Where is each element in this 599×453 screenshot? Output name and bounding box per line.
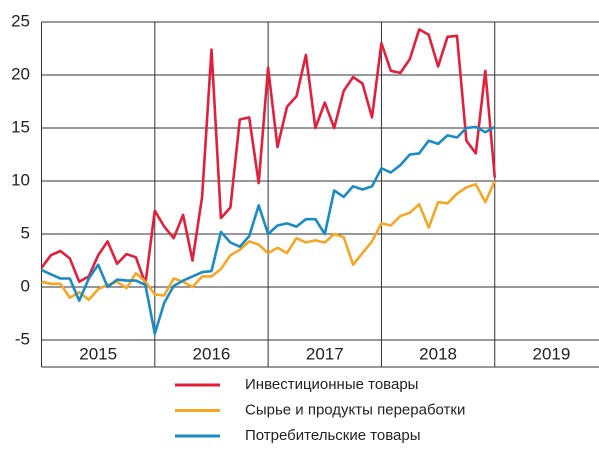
legend-label: Потребительские товары (245, 427, 421, 444)
y-tick-label: 10 (11, 170, 30, 189)
legend-label: Сырье и продукты переработки (245, 401, 465, 418)
x-tick-label: 2017 (306, 344, 344, 363)
x-tick-label: 2018 (419, 344, 457, 363)
y-tick-label: 15 (11, 117, 30, 136)
y-tick-label: 25 (11, 11, 30, 30)
y-tick-label: 5 (21, 223, 30, 242)
legend-label: Инвестиционные товары (245, 376, 418, 393)
series-line (40, 28, 497, 286)
series-line (41, 180, 496, 301)
x-tick-label: 2016 (193, 344, 231, 363)
y-tick-label: 20 (11, 64, 30, 83)
series-line (40, 125, 496, 335)
x-tick-label: 2015 (79, 344, 117, 363)
y-tick-label: -5 (15, 329, 30, 348)
y-tick-label: 0 (21, 276, 30, 295)
x-tick-label: 2019 (532, 344, 570, 363)
